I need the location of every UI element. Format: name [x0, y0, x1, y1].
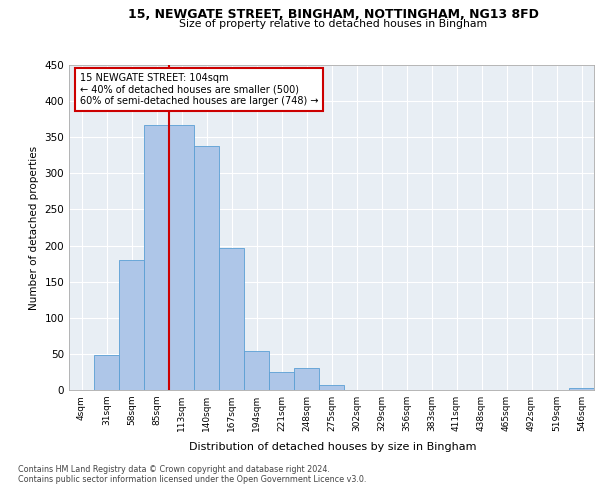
Text: 15, NEWGATE STREET, BINGHAM, NOTTINGHAM, NG13 8FD: 15, NEWGATE STREET, BINGHAM, NOTTINGHAM,…: [128, 8, 538, 20]
Bar: [569, 388, 594, 390]
Bar: [119, 260, 144, 390]
Bar: [94, 354, 119, 390]
Bar: [144, 125, 169, 390]
Text: Contains public sector information licensed under the Open Government Licence v3: Contains public sector information licen…: [18, 475, 367, 484]
Bar: [319, 385, 344, 390]
Text: 15 NEWGATE STREET: 104sqm
← 40% of detached houses are smaller (500)
60% of semi: 15 NEWGATE STREET: 104sqm ← 40% of detac…: [79, 73, 318, 106]
Bar: [169, 125, 194, 390]
Bar: [269, 372, 294, 390]
Text: Distribution of detached houses by size in Bingham: Distribution of detached houses by size …: [189, 442, 477, 452]
Bar: [244, 351, 269, 390]
Bar: [194, 146, 219, 390]
Text: Contains HM Land Registry data © Crown copyright and database right 2024.: Contains HM Land Registry data © Crown c…: [18, 465, 330, 474]
Bar: [294, 368, 319, 390]
Y-axis label: Number of detached properties: Number of detached properties: [29, 146, 39, 310]
Text: Size of property relative to detached houses in Bingham: Size of property relative to detached ho…: [179, 19, 487, 29]
Bar: [219, 248, 244, 390]
